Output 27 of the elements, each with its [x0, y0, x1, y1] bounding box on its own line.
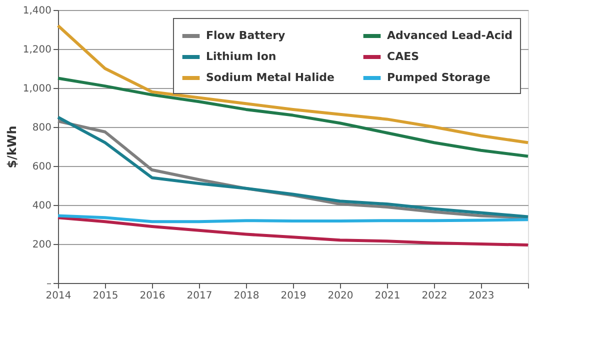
y-tick-label: –	[46, 278, 52, 290]
x-tick-label: 2016	[140, 290, 166, 302]
x-tick-label: 2019	[280, 290, 306, 302]
y-axis-title: $/kWh	[4, 126, 19, 168]
legend-label: Pumped Storage	[387, 71, 490, 84]
x-tick-label: 2015	[92, 290, 118, 302]
line-series	[56, 216, 530, 246]
legend-label: Sodium Metal Halide	[206, 71, 334, 84]
x-tick-label: 2022	[422, 290, 448, 302]
y-tick-label: 1,400	[22, 6, 52, 16]
x-tick-label: 2021	[374, 290, 400, 302]
legend-label: Flow Battery	[206, 29, 286, 42]
legend-label: CAES	[387, 50, 420, 63]
y-tick-label: 600	[32, 162, 52, 172]
y-tick-label: 400	[32, 200, 52, 212]
y-tick-label: 200	[32, 240, 52, 250]
x-tick-label: 2020	[328, 290, 354, 302]
line-series	[56, 24, 530, 144]
x-tick-label: 2018	[234, 290, 260, 302]
x-tick-label: 2023	[468, 290, 494, 302]
legend-label: Lithium Ion	[206, 50, 276, 63]
x-tick-label: 2017	[186, 290, 212, 302]
y-tick-label: 1,000	[22, 84, 52, 94]
x-tick-label: 2014	[46, 290, 72, 302]
legend-label: Advanced Lead-Acid	[387, 29, 513, 42]
y-tick-label: 1,200	[22, 44, 52, 56]
y-tick-label: 800	[32, 122, 52, 134]
